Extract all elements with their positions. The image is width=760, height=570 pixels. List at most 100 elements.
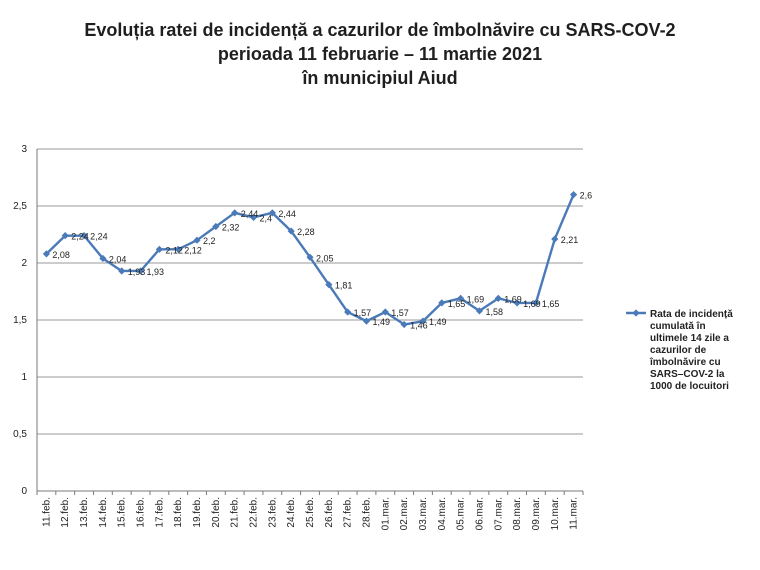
data-label: 2,28 [297,227,315,237]
data-point [362,317,371,325]
x-tick-label: 03.mar. [418,497,429,530]
data-point [249,213,258,221]
data-label: 1,46 [410,321,428,331]
data-label: 2,44 [241,209,259,219]
data-label: 1,65 [542,299,560,309]
y-tick-label: 2 [21,258,27,269]
data-point [551,235,559,243]
legend-marker [632,309,640,317]
data-label: 2,4 [260,213,273,223]
x-tick-label: 11.feb. [41,497,52,527]
data-point [569,191,578,199]
chart-title-line-3: în municipiul Aiud [302,68,458,88]
data-point [212,222,220,231]
x-tick-label: 01.mar. [380,497,391,530]
x-axis-ticks: 11.feb. 12.feb. 13.feb. 14.feb. 15.feb. 16.fe… [41,497,579,530]
legend-label: cumulată în [650,321,706,332]
gridlines [37,148,583,435]
legend-label: SARS–COV-2 la [650,369,725,380]
data-label: 2,12 [165,245,183,255]
data-label: 1,57 [354,308,372,318]
data-label: 2,05 [316,253,334,263]
legend-label: îmbolnăvire cu [649,357,721,368]
data-point [381,308,389,316]
y-axis-ticks: 0 0,5 1 1,5 2 2,5 3 [13,144,27,497]
x-tick-label: 16.feb. [136,497,147,528]
data-point [136,267,145,275]
x-tick-label: 02.mar. [399,497,410,530]
data-point [419,317,427,325]
x-tick-label: 10.mar. [550,497,561,530]
data-label: 2,21 [561,235,579,245]
data-point [438,299,446,307]
data-label: 1,65 [448,299,466,309]
data-label: 2,2 [203,236,216,246]
data-label: 2,24 [90,232,108,242]
x-tick-label: 21.feb. [230,497,241,528]
data-point [494,294,502,302]
series-group [42,191,578,329]
x-tick-label: 07.mar. [493,497,504,530]
x-tick-label: 23.feb. [267,497,278,528]
data-point [306,253,314,261]
data-point [457,294,465,302]
x-tick-label: 08.mar. [512,497,523,530]
x-tick-label: 05.mar. [456,497,467,530]
legend-label: 1000 de locuitori [650,381,729,392]
data-point [193,236,201,244]
data-point [231,209,239,217]
data-point [400,320,408,329]
data-label: 1,81 [335,281,353,291]
y-tick-label: 1,5 [13,315,27,326]
data-point [61,232,69,240]
x-tick-label: 13.feb. [79,497,90,528]
data-label: 1,49 [429,317,447,327]
data-point [118,267,126,275]
data-point [174,245,182,253]
x-tick-label: 26.feb. [324,497,335,528]
data-point [475,307,484,315]
x-tick-label: 19.feb. [192,497,203,528]
x-tick-label: 12.feb. [60,497,71,528]
x-tick-label: 22.feb. [249,497,260,528]
y-tick-label: 2,5 [13,201,27,212]
x-tick-label: 09.mar. [531,497,542,530]
x-tick-label: 11.mar. [569,497,580,530]
data-label: 2,04 [109,254,127,264]
y-tick-label: 1 [21,372,27,383]
chart-title-line-1: Evoluția ratei de incidență a cazurilor … [84,20,676,40]
x-tick-label: 06.mar. [474,497,485,530]
legend-label: Rata de incidență [650,309,733,320]
data-label: 2,08 [52,250,70,260]
chart-title: Evoluția ratei de incidență a cazurilor … [0,18,760,90]
x-tick-label: 28.feb. [361,497,372,528]
data-label: 1,69 [467,294,485,304]
data-labels: 2,082,24 2,242,041,93 1,932,12 2,122,22,322… [52,191,592,331]
x-tick-label: 14.feb. [98,497,109,528]
x-tick-label: 15.feb. [117,497,128,528]
data-point [344,308,352,316]
data-label: 1,93 [147,267,165,277]
x-tick-label: 18.feb. [173,497,184,528]
data-label: 2,24 [71,232,89,242]
data-point [532,299,540,307]
data-label: 2,12 [184,245,202,255]
legend-label: cazurilor de [650,345,707,356]
chart-title-line-2: perioada 11 februarie – 11 martie 2021 [217,44,543,64]
data-label: 1,49 [372,317,390,327]
axes [36,149,584,495]
y-tick-label: 3 [21,144,27,155]
y-tick-label: 0,5 [13,429,27,440]
data-point [287,227,295,235]
data-label: 1,57 [391,308,409,318]
x-tick-label: 25.feb. [305,497,316,528]
x-tick-label: 27.feb. [343,497,354,528]
data-point [325,281,333,289]
data-label: 2,44 [278,209,296,219]
data-point [80,232,88,240]
data-label: 1,93 [128,267,146,277]
data-label: 2,6 [580,191,593,201]
x-tick-label: 24.feb. [286,497,297,528]
